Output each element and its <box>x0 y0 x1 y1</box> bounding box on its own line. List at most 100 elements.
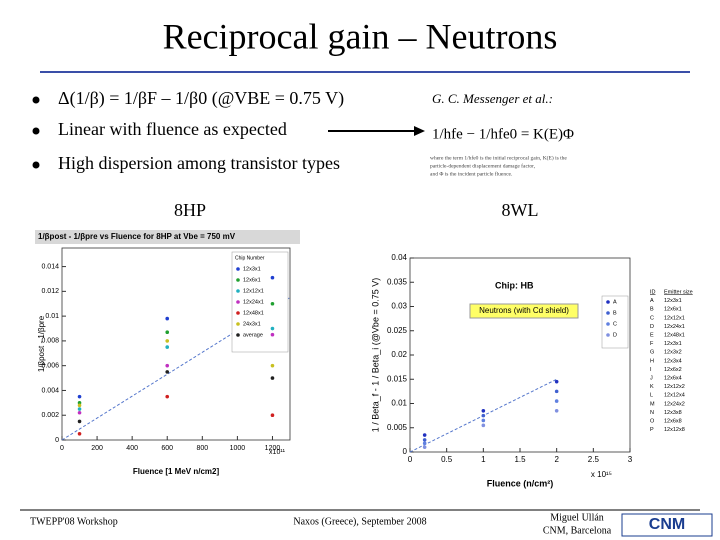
table-cell: H <box>650 358 654 364</box>
legend-marker <box>236 300 240 304</box>
data-point <box>270 363 275 368</box>
data-point <box>422 445 427 449</box>
data-point <box>165 316 170 321</box>
x-tick-label: 0.5 <box>441 455 453 464</box>
citation-caption: where the term 1/hfe0 is the initial rec… <box>430 154 567 161</box>
table-cell: M <box>650 401 655 407</box>
table-cell: 12x24x2 <box>664 401 685 407</box>
data-point <box>165 363 170 368</box>
table-cell: D <box>650 324 654 330</box>
legend-label: 12x12x1 <box>243 288 264 294</box>
data-point <box>165 394 170 399</box>
table-cell: 12x3x1 <box>664 298 682 304</box>
data-point <box>165 345 170 349</box>
data-point <box>77 401 82 405</box>
y-tick-label: 0.005 <box>387 423 408 432</box>
charts: 1/βpost - 1/βpre vs Fluence for 8HP at V… <box>35 230 693 488</box>
x-tick-label: 1.5 <box>514 455 526 464</box>
data-point <box>270 332 275 337</box>
x-tick-label: 600 <box>161 445 173 452</box>
table-cell: N <box>650 410 654 416</box>
data-point <box>270 376 275 380</box>
bullet: Δ(1/β) = 1/βF – 1/β0 (@VBE = 0.75 V) <box>58 88 344 109</box>
logo-box <box>621 513 713 537</box>
y-tick-label: 0.002 <box>41 412 59 419</box>
legend-marker <box>236 267 240 271</box>
data-point <box>481 408 486 413</box>
data-point <box>270 413 275 418</box>
data-point <box>270 326 275 331</box>
table-cell: B <box>650 307 654 313</box>
table-cell: J <box>650 375 653 381</box>
table-cell: 12x12x4 <box>664 393 685 399</box>
y-tick-label: 0 <box>403 447 408 456</box>
legend-marker <box>606 322 610 326</box>
x-axis-label: Fluence [1 MeV n/cm2] <box>133 467 220 476</box>
table-cell: 12x12x1 <box>664 315 685 321</box>
table-cell: G <box>650 350 654 356</box>
table-cell: L <box>650 393 653 399</box>
legend-title: Chip Number <box>235 255 265 261</box>
data-point <box>77 403 82 408</box>
data-point <box>481 423 486 428</box>
y-tick-label: 0.006 <box>41 363 59 370</box>
table-cell: 12x3x2 <box>664 350 682 356</box>
y-tick-label: 0.03 <box>391 302 407 311</box>
legend-box <box>231 251 289 353</box>
legend-marker <box>236 289 240 293</box>
table-header: Emitter size <box>664 289 693 295</box>
data-point <box>270 301 275 306</box>
annotation: Neutrons (with Cd shield) <box>479 306 569 315</box>
table-cell: K <box>650 384 654 390</box>
y-tick-label: 0.025 <box>387 326 408 335</box>
legend-label: B <box>613 310 617 316</box>
citation-formula: 1/hfe − 1/hfe0 = K(E)Φ <box>432 126 574 142</box>
legend-label: 12x3x1 <box>243 266 261 272</box>
table-cell: 12x6x8 <box>664 418 682 424</box>
x-tick-label: 200 <box>91 445 103 452</box>
plot-frame <box>409 257 631 453</box>
legend-label: A <box>613 299 617 305</box>
x-tick-label: 2 <box>554 455 559 464</box>
x-tick-label: 0 <box>60 445 64 452</box>
bullet-dot <box>32 161 40 169</box>
y-tick-label: 0.04 <box>391 253 407 262</box>
y-axis-label: 1 / Beta_f - 1 / Beta_i (@Vbe = 0.75 V) <box>370 278 380 432</box>
y-tick-label: 0.02 <box>391 350 407 359</box>
data-point <box>422 441 427 446</box>
logo: CNM <box>649 516 685 533</box>
y-tick-label: 0.008 <box>41 338 59 345</box>
y-tick-label: 0.015 <box>387 374 408 383</box>
x-tick-label: 1 <box>481 455 486 464</box>
data-point <box>554 399 559 403</box>
footer-author: Miguel Ullán <box>550 512 604 523</box>
legend-label: 12x24x1 <box>243 299 264 305</box>
data-point <box>165 330 170 335</box>
chart-title: 1/βpost - 1/βpre vs Fluence for 8HP at V… <box>38 232 236 241</box>
bullet-dot <box>32 96 40 104</box>
footer-event: TWEPP'08 Workshop <box>30 516 118 527</box>
table-cell: 12x24x1 <box>664 324 685 330</box>
y-tick-label: 0.012 <box>41 288 59 295</box>
annotation-box <box>469 303 579 319</box>
data-point <box>481 413 486 418</box>
y-axis-label: 1/βpost - 1/βpre <box>37 315 46 372</box>
data-point <box>77 432 82 436</box>
table-header: ID <box>650 289 656 295</box>
x-tick-label: 3 <box>628 455 633 464</box>
title-band <box>35 230 300 244</box>
y-tick-label: 0.01 <box>391 399 407 408</box>
legend-marker <box>606 311 610 315</box>
data-point <box>270 275 275 280</box>
bullet-dot <box>32 127 40 135</box>
y-tick-label: 0 <box>55 437 59 444</box>
x-tick-label: 1200 <box>265 445 281 452</box>
x-tick-label: 400 <box>126 445 138 452</box>
data-point <box>422 438 427 442</box>
x-exponent: x10¹¹ <box>269 449 286 456</box>
legend-box <box>601 295 629 349</box>
table-cell: 12x3x8 <box>664 410 682 416</box>
data-point <box>554 408 559 413</box>
footer-affiliation: CNM, Barcelona <box>543 525 612 536</box>
